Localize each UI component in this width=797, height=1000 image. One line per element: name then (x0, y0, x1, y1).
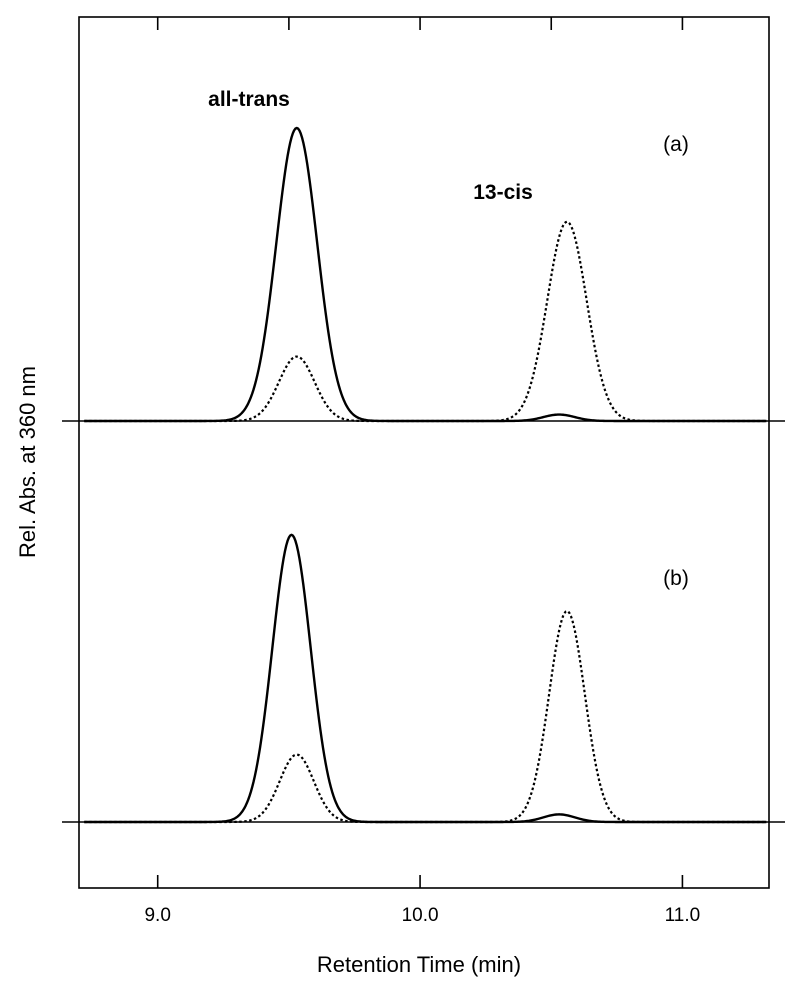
x-axis-title: Retention Time (min) (317, 952, 521, 977)
y-axis-title: Rel. Abs. at 360 nm (15, 366, 40, 558)
x-tick-label-2: 11.0 (665, 905, 701, 926)
peak-label-13-cis: 13-cis (473, 181, 533, 204)
x-tick-label-0: 9.0 (144, 905, 170, 926)
panel-label-b: (b) (663, 567, 689, 590)
x-axis-tick-labels: 9.0 10.0 11.0 (144, 905, 700, 926)
series-panel-a-dotted (84, 220, 767, 423)
series-panel-b-dotted (84, 609, 767, 824)
series-panel-a-solid (84, 126, 767, 423)
x-axis-ticks (156, 875, 684, 888)
x-tick-label-1: 10.0 (402, 905, 439, 926)
series-layer (84, 126, 767, 824)
top-axis-ticks (156, 17, 684, 30)
panel-label-a: (a) (663, 133, 689, 156)
peak-label-all-trans: all-trans (208, 88, 290, 111)
plot-frame (78, 16, 770, 889)
